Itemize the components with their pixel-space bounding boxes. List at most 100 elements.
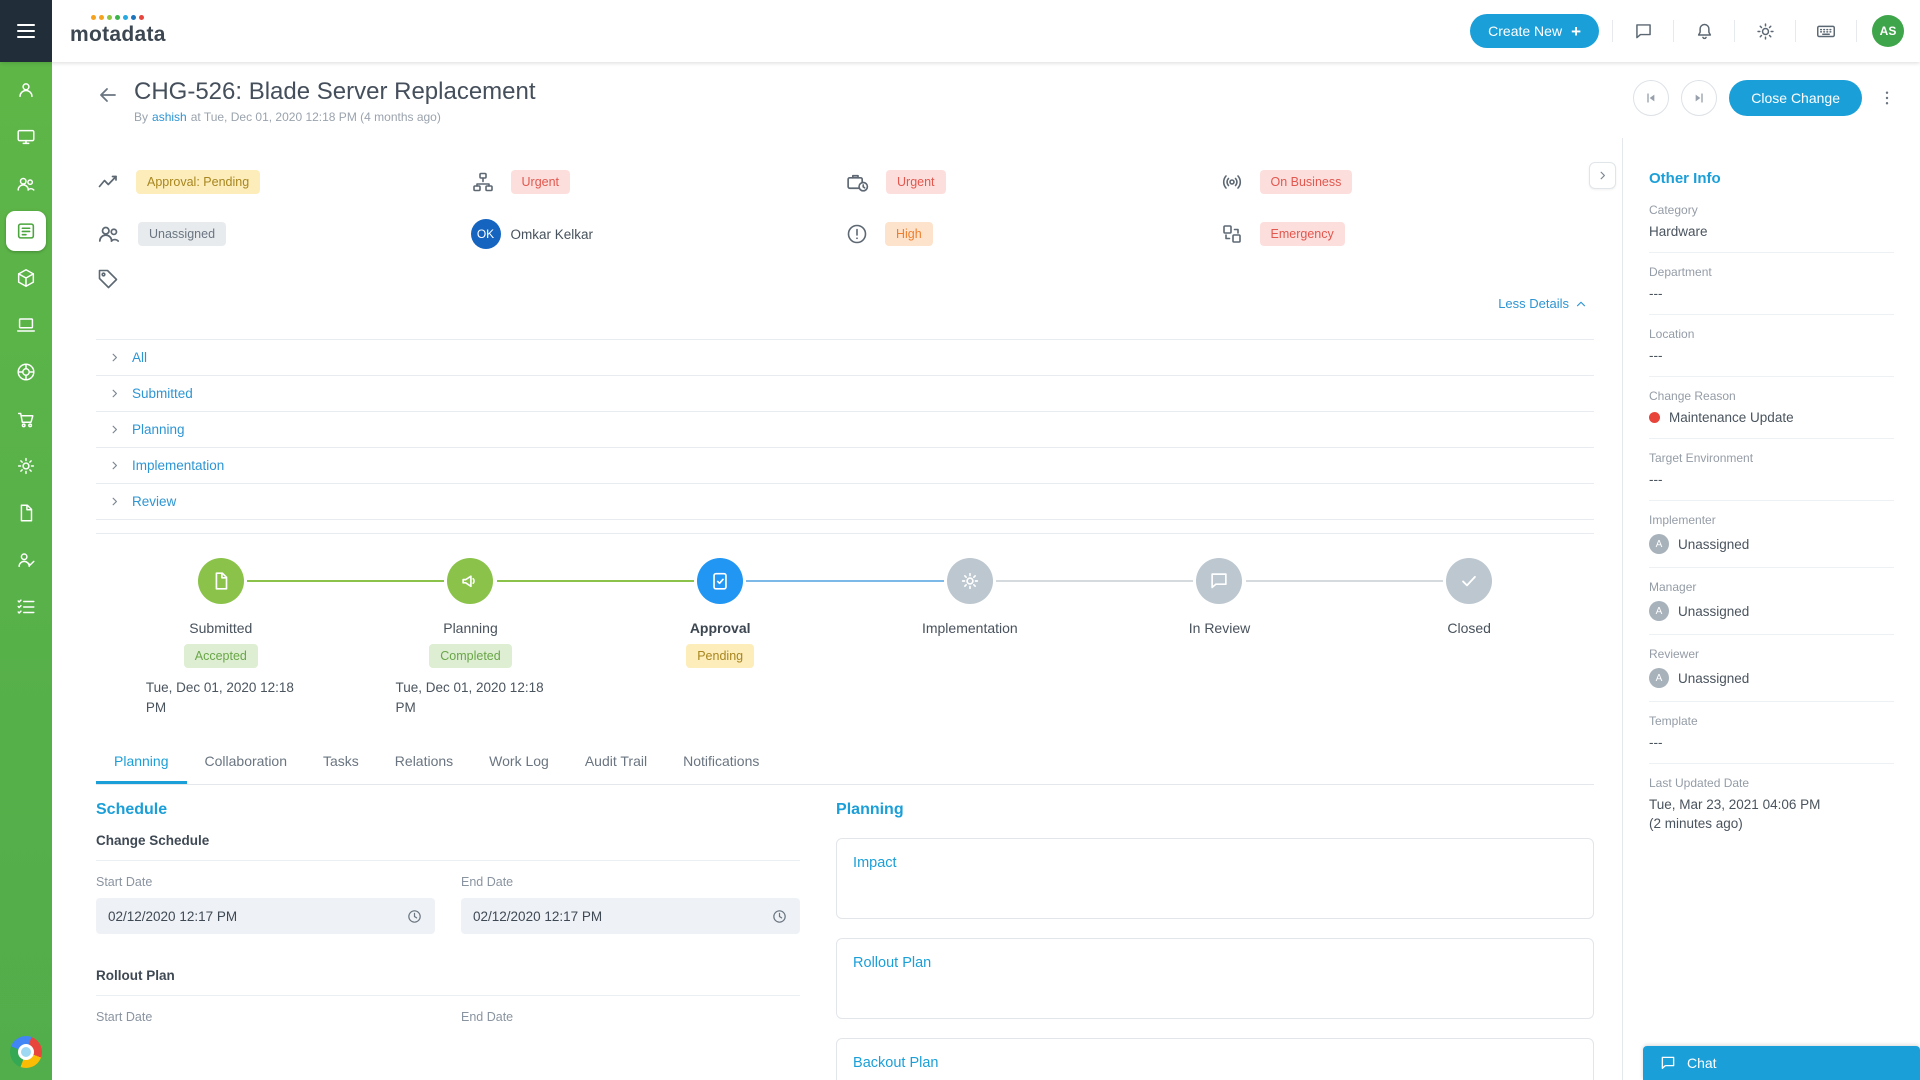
detail-risk: High — [845, 214, 1220, 254]
tab-relations[interactable]: Relations — [394, 753, 454, 770]
sidebar-item-automation-icon[interactable] — [6, 446, 46, 486]
avatar: A — [1649, 534, 1669, 554]
less-details-label: Less Details — [1498, 296, 1569, 311]
field-value[interactable]: A Unassigned — [1649, 601, 1894, 621]
product-logo-icon[interactable] — [10, 1036, 42, 1068]
chevron-right-icon — [108, 459, 121, 472]
group-badge[interactable]: Unassigned — [138, 222, 227, 246]
schedule-heading: Schedule — [96, 801, 168, 819]
stepper-connector — [1245, 580, 1444, 582]
sidebar-item-purchase-icon[interactable] — [6, 399, 46, 439]
change-start-date-input[interactable]: 02/12/2020 12:17 PM — [96, 898, 436, 935]
tab-planning[interactable]: Planning — [96, 741, 187, 785]
avatar: A — [1649, 668, 1669, 688]
keyboard-icon[interactable] — [1809, 14, 1843, 48]
field-last-updated: Last Updated Date Tue, Mar 23, 2021 04:0… — [1649, 764, 1894, 844]
accordion-row-implementation[interactable]: Implementation — [96, 448, 1594, 484]
hamburger-menu-icon[interactable] — [0, 0, 52, 62]
field-value[interactable]: A Unassigned — [1649, 668, 1894, 688]
rollout-plan-box[interactable]: Rollout Plan — [836, 938, 1594, 1020]
close-change-button[interactable]: Close Change — [1729, 80, 1862, 116]
clock-icon[interactable] — [406, 908, 423, 925]
step-label: Approval — [689, 620, 751, 636]
other-info-heading: Other Info — [1649, 170, 1721, 187]
status-badge[interactable]: Approval: Pending — [136, 170, 261, 194]
sidebar-item-requester-icon[interactable] — [6, 70, 46, 110]
step-label: Implementation — [921, 620, 1018, 636]
sidebar-item-approvals-icon[interactable] — [6, 540, 46, 580]
accordion-label: All — [132, 350, 148, 365]
more-options-icon[interactable] — [1874, 85, 1900, 111]
impact-badge[interactable]: On Business — [1259, 170, 1353, 194]
create-new-button[interactable]: Create New + — [1470, 14, 1599, 48]
tab-audit-trail[interactable]: Audit Trail — [584, 753, 648, 770]
sidebar-item-change-management-icon[interactable] — [6, 211, 46, 251]
tags-row — [96, 266, 1594, 292]
detail-approval-status: Approval: Pending — [96, 162, 471, 202]
start-date-label: Start Date — [96, 1010, 153, 1025]
detail-group: Unassigned — [96, 214, 471, 254]
accordion-row-review[interactable]: Review — [96, 484, 1594, 520]
detail-impact: On Business — [1220, 162, 1595, 202]
risk-badge[interactable]: High — [885, 222, 933, 246]
change-end-date-input[interactable]: 02/12/2020 12:17 PM — [461, 898, 801, 935]
assignee[interactable]: OK Omkar Kelkar — [470, 219, 593, 249]
next-record-button[interactable] — [1681, 80, 1718, 116]
sla-badge[interactable]: Urgent — [886, 170, 946, 194]
impact-box[interactable]: Impact — [836, 838, 1594, 920]
detail-priority-sla: Urgent — [845, 162, 1220, 202]
planning-heading: Planning — [836, 801, 904, 819]
accordion-row-submitted[interactable]: Submitted — [96, 376, 1594, 412]
back-button[interactable] — [96, 83, 120, 107]
accordion-label: Review — [132, 494, 177, 509]
byline-user-link[interactable]: ashish — [152, 110, 187, 125]
field-location: Location --- — [1649, 315, 1894, 377]
field-value[interactable]: --- — [1649, 286, 1663, 301]
sidebar-item-document-icon[interactable] — [6, 493, 46, 533]
field-value[interactable]: --- — [1649, 735, 1663, 750]
step-date: Tue, Dec 01, 2020 12:18 PM — [395, 680, 544, 715]
sidebar-item-laptop-icon[interactable] — [6, 305, 46, 345]
step-approval: Approval Pending — [595, 558, 845, 717]
collapse-panel-button[interactable] — [1589, 162, 1616, 189]
field-value[interactable]: Hardware — [1649, 224, 1708, 239]
field-label: Target Environment — [1649, 451, 1754, 465]
urgency-badge[interactable]: Urgent — [510, 170, 571, 194]
field-value[interactable]: A Unassigned — [1649, 534, 1894, 554]
assignee-avatar: OK — [470, 219, 501, 249]
logo-text: motadata — [70, 23, 166, 46]
field-label: Manager — [1649, 580, 1697, 594]
manager-value: Unassigned — [1678, 603, 1750, 619]
tab-collaboration[interactable]: Collaboration — [204, 753, 288, 770]
gear-icon[interactable] — [1748, 14, 1782, 48]
separator — [1795, 20, 1796, 42]
user-avatar[interactable]: AS — [1872, 15, 1904, 47]
chat-launcher[interactable]: Chat — [1643, 1046, 1920, 1080]
planning-section: Planning Impact Rollout Plan Backout Pla… — [836, 801, 1594, 1080]
field-value[interactable]: Maintenance Update — [1649, 410, 1894, 425]
clock-icon[interactable] — [771, 908, 788, 925]
field-value[interactable]: --- — [1649, 472, 1663, 487]
sidebar-item-support-icon[interactable] — [6, 352, 46, 392]
tag-icon[interactable] — [96, 267, 120, 291]
backout-plan-box[interactable]: Backout Plan — [836, 1038, 1594, 1080]
chat-bubble-icon[interactable] — [1626, 14, 1660, 48]
sidebar-item-tasks-icon[interactable] — [6, 587, 46, 627]
sidebar-item-users-icon[interactable] — [6, 164, 46, 204]
tab-notifications[interactable]: Notifications — [683, 753, 760, 770]
sidebar-item-asset-icon[interactable] — [6, 258, 46, 298]
impact-label: Impact — [853, 855, 897, 872]
previous-record-button[interactable] — [1633, 80, 1670, 116]
less-details-toggle[interactable]: Less Details — [96, 296, 1588, 311]
tab-work-log[interactable]: Work Log — [489, 753, 549, 770]
accordion-row-planning[interactable]: Planning — [96, 412, 1594, 448]
field-value[interactable]: --- — [1649, 348, 1663, 363]
accordion-row-all[interactable]: All — [96, 340, 1594, 376]
tab-tasks[interactable]: Tasks — [323, 753, 359, 770]
rollout-plan-heading: Rollout Plan — [96, 968, 801, 997]
sidebar-item-monitor-icon[interactable] — [6, 117, 46, 157]
date-value: 02/12/2020 12:17 PM — [473, 908, 603, 924]
bell-icon[interactable] — [1687, 14, 1721, 48]
briefcase-clock-icon — [845, 170, 870, 195]
change-type-badge[interactable]: Emergency — [1259, 222, 1345, 246]
